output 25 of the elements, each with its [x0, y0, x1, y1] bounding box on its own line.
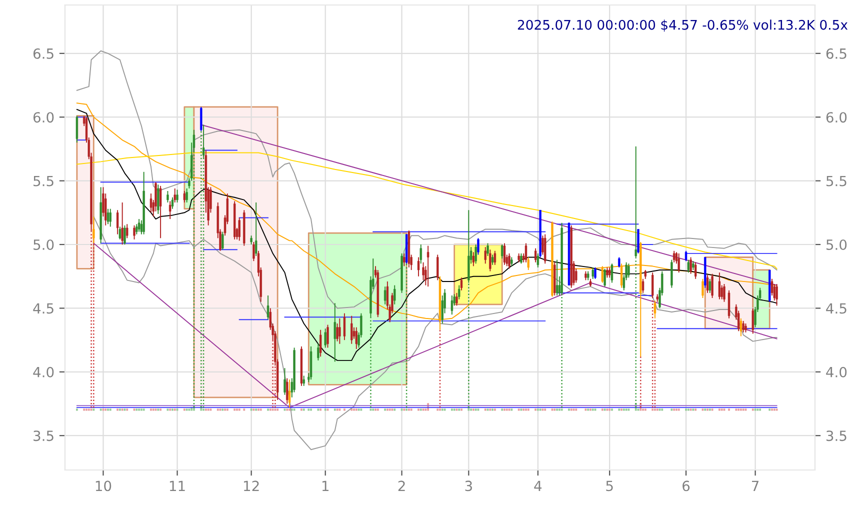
y-tick-label: 4.0	[33, 366, 54, 378]
y-tick-label: 5.5	[34, 176, 54, 186]
y2-tick-label: 5.5	[826, 176, 846, 186]
y-tick-label: 6.0	[33, 112, 54, 123]
x-tick-label: 2	[398, 480, 405, 491]
x-tick-label: 12	[244, 480, 259, 491]
x-tick-label: 3	[465, 480, 472, 492]
x-tick-label: 6	[682, 480, 690, 492]
y-tick-label: 4.5	[33, 303, 54, 314]
y2-tick-label: 5.0	[826, 239, 847, 250]
x-tick-label: 11	[170, 480, 185, 491]
text: 2025.07.10 00:00:00 $4.57 -0.65% vol:13.2K 0.5x	[518, 20, 848, 32]
y2-tick-label: 4.5	[826, 303, 846, 314]
y2-tick-label: 4.0	[826, 366, 847, 378]
y-tick-label: 3.5	[34, 430, 54, 442]
x-tick-label: 7	[752, 480, 759, 491]
y2-tick-label: 3.5	[826, 430, 846, 442]
y-tick-label: 5.0	[34, 239, 54, 250]
y-tick-label: 6.5	[33, 48, 54, 59]
x-tick-label: 10	[96, 480, 112, 492]
x-tick-label: 1	[322, 480, 328, 491]
x-tick-label: 4	[534, 480, 542, 491]
x-tick-label: 5	[606, 480, 613, 492]
y2-tick-label: 6.5	[826, 48, 846, 59]
y2-tick-label: 6.0	[826, 112, 847, 123]
